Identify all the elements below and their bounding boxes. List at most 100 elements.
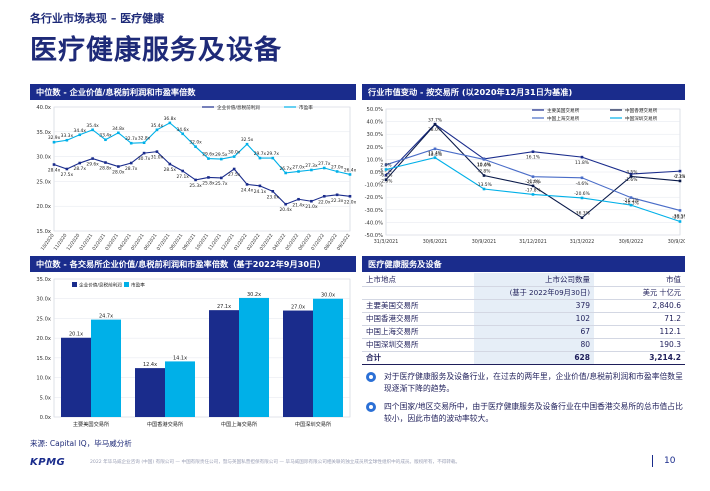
total-count: 628 <box>474 350 594 365</box>
data-point <box>310 199 313 203</box>
data-label: 35.4x <box>151 123 164 129</box>
table-row: 中国深圳交易所 80 190.3 <box>362 338 685 352</box>
data-point <box>384 168 388 171</box>
y-tick-label: 30.0% <box>367 132 384 138</box>
data-label: 30.0x <box>228 150 241 156</box>
y-tick-label: 30.0x <box>36 155 51 161</box>
bar <box>283 310 313 417</box>
data-label: 25.8x <box>202 180 215 186</box>
bar <box>61 337 91 417</box>
data-point <box>220 157 223 161</box>
data-point <box>531 175 535 178</box>
panel-title-table: 医疗健康服务及设备 <box>362 256 685 272</box>
data-label: 27.0x <box>292 164 305 170</box>
data-label: 18.4% <box>428 152 442 158</box>
data-label: 29.5x <box>215 152 228 158</box>
data-label: -26.3% <box>623 198 639 204</box>
data-point <box>78 133 82 137</box>
market-cap-table: 上市地点 上市公司数量 市值 (基于 2022年09月30日) 美元 十亿元 主… <box>362 273 685 365</box>
table-row: 主要美国交易所 379 2,840.6 <box>362 299 685 313</box>
data-point <box>104 161 107 164</box>
data-point <box>297 170 300 173</box>
data-point <box>271 190 275 193</box>
data-point <box>258 156 262 160</box>
bar <box>165 361 195 417</box>
data-point <box>168 162 172 166</box>
data-point <box>433 123 437 126</box>
y-tick-label: 20.0% <box>367 145 384 151</box>
source-note: 来源: Capital IQ，毕马威分析 <box>30 439 132 448</box>
x-tick-label: 30/9/2021 <box>472 239 497 245</box>
data-label: 27.0x <box>331 164 344 170</box>
data-label: 2.0% <box>380 162 391 168</box>
data-label: 10.0% <box>477 162 491 168</box>
total-mcap: 3,214.2 <box>594 350 685 365</box>
data-label: -11.0% <box>525 179 541 185</box>
bullet-circle-icon <box>366 402 376 412</box>
data-label: -20.3% <box>623 201 639 207</box>
data-point <box>129 141 133 145</box>
data-point <box>678 209 682 212</box>
table-subheader-row: (基于 2022年09月30日) 美元 十亿元 <box>362 286 685 300</box>
data-point <box>194 178 197 182</box>
data-label: 35.4x <box>86 123 99 129</box>
bar-value-label: 30.0x <box>321 293 335 299</box>
y-tick-label: 10.0% <box>367 157 384 163</box>
data-point <box>232 167 236 171</box>
data-point <box>129 161 133 165</box>
table-total-row: 合计 628 3,214.2 <box>362 350 685 365</box>
y-tick-label: 5.0x <box>40 395 51 401</box>
data-point <box>629 203 633 207</box>
data-point <box>433 147 437 151</box>
y-tick-label: -20.0% <box>365 195 383 201</box>
bar-value-label: 20.1x <box>69 332 83 338</box>
row-count: 379 <box>474 299 594 313</box>
data-point <box>155 128 159 132</box>
data-label: 27.3x <box>305 163 318 169</box>
page-divider <box>652 455 653 467</box>
page-number: 10 <box>664 456 676 466</box>
data-point <box>232 155 236 158</box>
data-label: 28.0x <box>112 170 125 176</box>
market-cap-change-chart: -50.0%-40.0%-30.0%-20.0%-10.0%0.0%10.0%2… <box>365 107 685 245</box>
x-tick-label: 中国上海交易所 <box>221 420 257 428</box>
insight-bullet: 四个国家/地区交易所中，由于医疗健康服务及设备行业在中国香港交易所的总市值占比较… <box>366 401 686 425</box>
y-tick-label: 40.0% <box>367 120 384 126</box>
data-label: -1.6% <box>625 177 638 183</box>
data-label: -36.3% <box>574 211 590 217</box>
data-label: 11.8% <box>575 160 589 166</box>
y-tick-label: 25.0x <box>36 179 51 185</box>
panel-title-exchange-multiples: 中位数 - 各交易所企业价值/息税前利润和市盈率倍数（基于2022年9月30日） <box>30 256 356 272</box>
data-point <box>335 193 339 197</box>
data-label: 10.4% <box>477 162 491 168</box>
bar-value-label: 24.7x <box>99 314 113 320</box>
data-label: -30.5% <box>672 213 685 219</box>
data-label: 21.4x <box>292 202 305 208</box>
legend-swatch <box>124 282 129 287</box>
x-tick-label: 09/2022 <box>336 233 352 252</box>
data-point <box>181 132 184 136</box>
data-label: -39.3% <box>672 215 685 221</box>
data-point <box>482 187 486 191</box>
bar-value-label: 30.2x <box>247 292 261 298</box>
data-label: 31.0x <box>151 155 164 161</box>
data-point <box>297 197 300 201</box>
bar-value-label: 27.1x <box>217 304 231 310</box>
data-label: 20.4x <box>279 207 292 213</box>
data-label: 24.1x <box>254 189 267 195</box>
row-location: 中国上海交易所 <box>362 325 474 339</box>
series-line <box>53 151 351 205</box>
data-point <box>482 174 486 177</box>
bar-value-label: 14.1x <box>173 355 187 361</box>
insight-text: 对于医疗健康服务及设备行业，在过去的两年里，企业价值/息税前利润和市盈率倍数呈现… <box>384 372 683 393</box>
data-point <box>194 145 197 148</box>
x-tick-label: 30/9/2022 <box>668 239 685 245</box>
x-tick-label: 中国深圳交易所 <box>295 420 331 428</box>
data-label: 37.7% <box>428 117 442 123</box>
data-point <box>207 176 210 179</box>
bar-value-label: 27.0x <box>291 305 305 311</box>
data-point <box>142 141 146 145</box>
data-point <box>531 150 535 154</box>
data-point <box>580 155 584 159</box>
data-label: 29.7x <box>267 151 280 157</box>
